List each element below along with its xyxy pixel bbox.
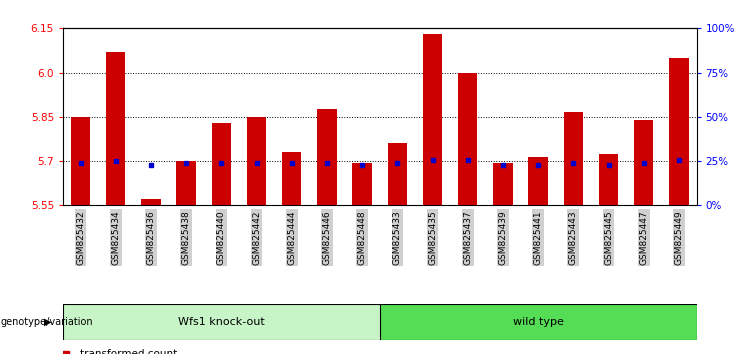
Text: GSM825435: GSM825435 (428, 210, 437, 265)
Text: GSM825440: GSM825440 (217, 210, 226, 265)
Text: transformed count: transformed count (81, 349, 178, 354)
Bar (458, 73, 477, 205)
Bar (212, 123, 231, 205)
Text: genotype/variation: genotype/variation (1, 317, 93, 327)
Text: GSM825447: GSM825447 (639, 210, 648, 265)
Bar (423, 34, 442, 205)
Bar (379, 304, 697, 340)
Text: ▶: ▶ (44, 317, 52, 327)
Text: GSM825432: GSM825432 (76, 210, 85, 265)
Text: GSM825434: GSM825434 (111, 210, 120, 265)
Bar (247, 117, 266, 205)
Bar (176, 161, 196, 205)
Bar (599, 154, 618, 205)
Bar (564, 112, 583, 205)
Text: GSM825439: GSM825439 (499, 210, 508, 265)
Text: wild type: wild type (513, 317, 564, 327)
Bar (317, 109, 336, 205)
Bar (353, 162, 372, 205)
Text: Wfs1 knock-out: Wfs1 knock-out (178, 317, 265, 327)
Bar (282, 152, 302, 205)
Bar (106, 52, 125, 205)
Text: GSM825449: GSM825449 (674, 210, 683, 265)
Bar (63, 304, 379, 340)
Text: GSM825438: GSM825438 (182, 210, 190, 265)
Bar (494, 162, 513, 205)
Text: GSM825445: GSM825445 (604, 210, 613, 265)
Text: GSM825442: GSM825442 (252, 210, 261, 265)
Text: GSM825436: GSM825436 (147, 210, 156, 265)
Text: GSM825448: GSM825448 (358, 210, 367, 265)
Text: GSM825443: GSM825443 (569, 210, 578, 265)
Text: GSM825437: GSM825437 (463, 210, 472, 265)
Text: GSM825441: GSM825441 (534, 210, 542, 265)
Bar (669, 58, 688, 205)
Text: GSM825444: GSM825444 (288, 210, 296, 265)
Text: GSM825446: GSM825446 (322, 210, 331, 265)
Text: GSM825433: GSM825433 (393, 210, 402, 265)
Bar (142, 199, 161, 205)
Bar (388, 143, 407, 205)
Bar (528, 156, 548, 205)
Bar (71, 117, 90, 205)
Bar (634, 120, 654, 205)
